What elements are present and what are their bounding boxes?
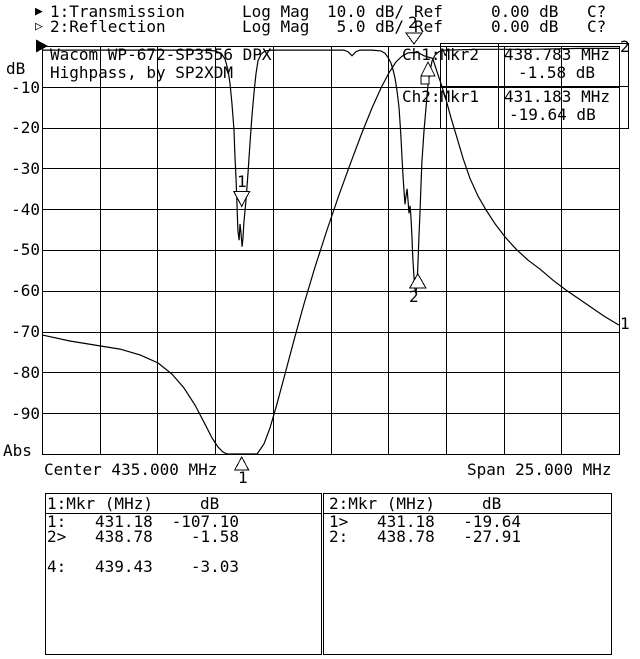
- ch2-cal-status: C?: [587, 17, 607, 36]
- x-axis-center: Center 435.000 MHz: [44, 460, 218, 479]
- ch1-cal-status: C?: [587, 2, 607, 21]
- y-tick-label: -70: [11, 322, 40, 341]
- y-tick-label: -10: [11, 78, 40, 97]
- readout-ch1-value: -1.58 dB: [518, 63, 596, 82]
- ch2-ref-label: Ref: [414, 17, 443, 36]
- readout-ch2-freq: 431.183 MHz: [504, 87, 610, 106]
- trace-reflection: [42, 47, 619, 294]
- trace2-edge-label: 2: [620, 37, 630, 56]
- readout-ch2-marker: Ch2:Mkr1: [402, 87, 480, 106]
- table1-row-freq: 438.78: [95, 527, 153, 546]
- ch1-ref-value: 0.00 dB: [491, 2, 559, 21]
- y-axis-unit: dB: [6, 59, 26, 78]
- trace1-edge-label: 1: [620, 314, 630, 333]
- table2-header: 2:Mkr (MHz): [329, 494, 435, 513]
- marker-readout-box: [440, 43, 629, 129]
- readout-ch2-value: -19.64 dB: [509, 105, 596, 124]
- ch2-scale: 5.0 dB/: [336, 17, 404, 36]
- table2-unit: dB: [482, 494, 502, 513]
- ch2-trace-label: 2:Reflection: [50, 17, 166, 36]
- ch1-marker2-flag-icon: [420, 75, 430, 85]
- stimulus-marker-triangle-icon: [233, 455, 250, 471]
- graph-title-line1: Wacom WP-672-SP3556 DPX: [50, 45, 272, 64]
- table1-row-id: 2>: [47, 527, 67, 546]
- stimulus-marker-number: 1: [238, 468, 248, 487]
- table1-row-id: 1:: [47, 512, 67, 531]
- ch1-trace-label: 1:Transmission: [50, 2, 185, 21]
- table2-row-freq: 431.18: [377, 512, 435, 531]
- refl-marker2-number: 2: [409, 287, 419, 306]
- y-tick-label: -50: [11, 240, 40, 259]
- table1-row-id: 4:: [47, 557, 67, 576]
- y-tick-label: -90: [11, 404, 40, 423]
- table1-row-freq: 439.43: [95, 557, 153, 576]
- readout-ch1-marker: Ch1:Mkr2: [402, 45, 480, 64]
- top-marker-number: 2: [408, 13, 418, 32]
- ref-level-arrow-icon: [36, 39, 48, 53]
- ch2-format: Log Mag: [242, 17, 310, 36]
- table2-row-freq: 438.78: [377, 527, 435, 546]
- top-marker-triangle-icon: [405, 32, 423, 45]
- y-tick-label: -40: [11, 200, 40, 219]
- ch1-format: Log Mag: [242, 2, 310, 21]
- table1-row-db: -3.03: [190, 557, 239, 576]
- graph-title-line2: Highpass, by SP2XDM: [50, 63, 234, 82]
- table1-row-freq: 431.18: [95, 512, 153, 531]
- table2-row-id: 1>: [329, 512, 349, 531]
- table1-row-db: -107.10: [171, 512, 239, 531]
- ch1-marker2-triangle-icon: [420, 60, 436, 77]
- ch2-marker1-triangle-icon: [232, 190, 251, 208]
- marker-table-borders: [45, 493, 612, 655]
- table1-header: 1:Mkr (MHz): [47, 494, 153, 513]
- ch1-scale: 10.0 dB/: [326, 2, 404, 21]
- ch2-active-marker-icon: ▷: [35, 19, 43, 34]
- ch2-marker2-triangle-icon: [408, 272, 427, 289]
- ch1-ref-label: Ref: [414, 2, 443, 21]
- y-tick-label: -20: [11, 118, 40, 137]
- table2-row-db: -27.91: [463, 527, 521, 546]
- y-tick-label: -60: [11, 281, 40, 300]
- readout-ch1-freq: 438.783 MHz: [504, 45, 610, 64]
- ch2-ref-value: 0.00 dB: [491, 17, 559, 36]
- table2-row-db: -19.64: [463, 512, 521, 531]
- y-axis-abs-label: Abs: [3, 441, 32, 460]
- table1-row-db: -1.58: [190, 527, 239, 546]
- x-axis-span: Span 25.000 MHz: [467, 460, 612, 479]
- refl-marker1-number: 1: [237, 172, 247, 191]
- y-tick-label: -80: [11, 363, 40, 382]
- table2-row-id: 2:: [329, 527, 349, 546]
- ch1-active-marker-icon: ▶: [35, 4, 43, 19]
- y-tick-label: -30: [11, 159, 40, 178]
- table1-unit: dB: [200, 494, 220, 513]
- trace-transmission: [41, 51, 620, 455]
- grid: [42, 46, 620, 455]
